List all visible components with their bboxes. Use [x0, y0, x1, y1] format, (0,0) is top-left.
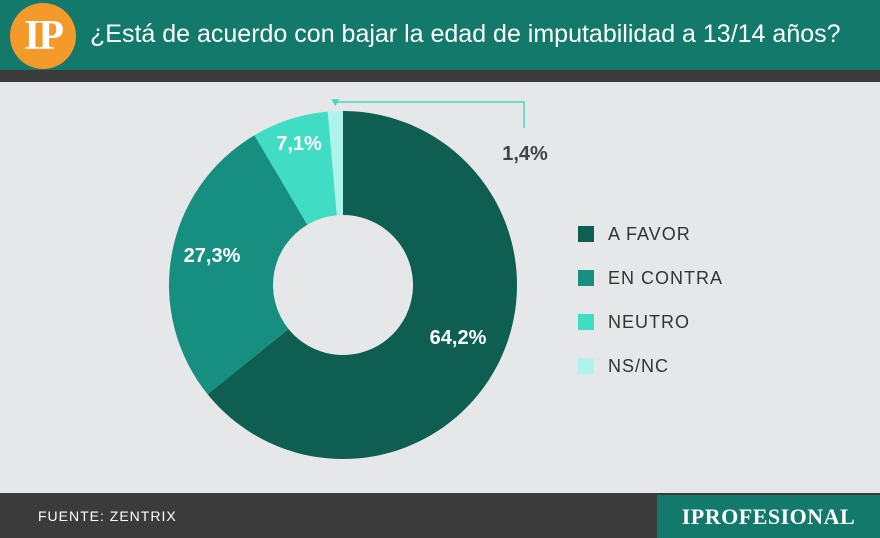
header-divider — [0, 70, 880, 82]
slice-en-contra — [169, 135, 308, 395]
legend-swatch — [578, 226, 594, 242]
slice-a-favor — [207, 111, 518, 460]
legend-label: A FAVOR — [608, 224, 691, 244]
slice-ns-nc — [327, 111, 343, 216]
legend-label: NEUTRO — [608, 312, 690, 332]
legend-swatch — [578, 314, 594, 330]
brand-logo: IPROFESIONAL — [657, 495, 880, 538]
data-label-ns-nc: 1,4% — [502, 143, 548, 165]
chart-title: ¿Está de acuerdo con bajar la edad de im… — [90, 20, 841, 48]
nsnc-callout-arrow — [331, 99, 340, 107]
donut-chart: 64,2% 27,3% 7,1% 1,4% — [169, 99, 548, 460]
data-label-en-contra: 27,3% — [184, 245, 241, 267]
slice-neutro — [254, 111, 337, 225]
legend-swatch — [578, 358, 594, 374]
data-label-neutro: 7,1% — [276, 133, 322, 155]
source-text: FUENTE: ZENTRIX — [38, 508, 177, 524]
legend-label: EN CONTRA — [608, 268, 724, 288]
legend-label: NS/NC — [608, 356, 670, 376]
ip-logo: IP — [10, 3, 76, 69]
data-label-a-favor: 64,2% — [430, 327, 487, 349]
legend-swatch — [578, 270, 594, 286]
header-bar: IP ¿Está de acuerdo con bajar la edad de… — [0, 0, 880, 70]
footer-bar: FUENTE: ZENTRIX IPROFESIONAL — [0, 493, 880, 538]
